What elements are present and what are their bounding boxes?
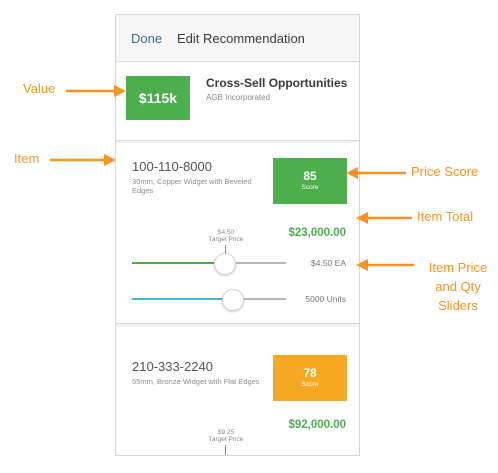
arrow-right-icon [50,154,116,166]
score-value: 85 [303,169,317,183]
item-number: 100-110-8000 [132,159,212,174]
target-price-marker: $9.25 Target Price [196,429,256,443]
target-price-value: $4.50 [217,229,235,236]
item-description: 30mm, Copper Widget with Beveled Edges [132,177,252,195]
target-price-marker: $4.50 Target Price [196,229,256,243]
item-total: $23,000.00 [288,227,346,239]
price-score-badge: 78 Score [273,355,347,401]
item-card[interactable]: 210-333-2240 55mm, Bronze Widget with Fl… [116,327,359,455]
target-price-label: Target Price [208,236,244,243]
page-title: Edit Recommendation [177,31,305,46]
score-label: Score [301,381,319,388]
price-slider-fill [132,262,224,264]
item-total: $92,000.00 [288,419,346,431]
done-button[interactable]: Done [131,31,163,46]
quantity-slider-fill [132,298,232,300]
arrow-left-icon [346,167,406,179]
target-price-label: Target Price [208,436,244,443]
summary-subtitle: AGB Incorporated [206,93,271,102]
score-value: 78 [303,366,317,380]
annotation-value: Value [23,81,56,96]
annotation-item-total: Item Total [417,209,474,224]
quantity-value: 5000 Units [305,294,346,304]
price-slider-handle[interactable] [214,253,236,275]
arrow-right-icon [66,85,126,97]
price-value: $4.50 EA [311,258,346,268]
annotation-item: Item [14,151,40,166]
annotation-sliders: Item Price and Qty Sliders [428,260,488,313]
annotation-price-score: Price Score [411,164,479,179]
navigation-bar: Done Edit Recommendation [116,15,359,62]
target-price-tick [225,445,226,455]
quantity-slider[interactable] [132,298,286,300]
recommendation-summary: $115k Cross-Sell Opportunities AGB Incor… [116,62,359,141]
score-label: Score [301,184,319,191]
value-badge: $115k [126,76,190,120]
phone-screen: Done Edit Recommendation $115k Cross-Sel… [115,14,360,456]
item-number: 210-333-2240 [132,359,213,374]
summary-title: Cross-Sell Opportunities [206,76,348,90]
item-card[interactable]: 100-110-8000 30mm, Copper Widget with Be… [116,143,359,324]
arrow-left-icon [356,259,414,271]
quantity-slider-handle[interactable] [222,289,244,311]
target-price-value: $9.25 [217,429,235,436]
target-price-tick [225,245,226,253]
arrow-left-icon [356,212,412,224]
price-score-badge: 85 Score [273,158,347,204]
price-slider[interactable] [132,262,286,264]
item-description: 55mm, Bronze Widget with Flat Edges [132,377,260,386]
